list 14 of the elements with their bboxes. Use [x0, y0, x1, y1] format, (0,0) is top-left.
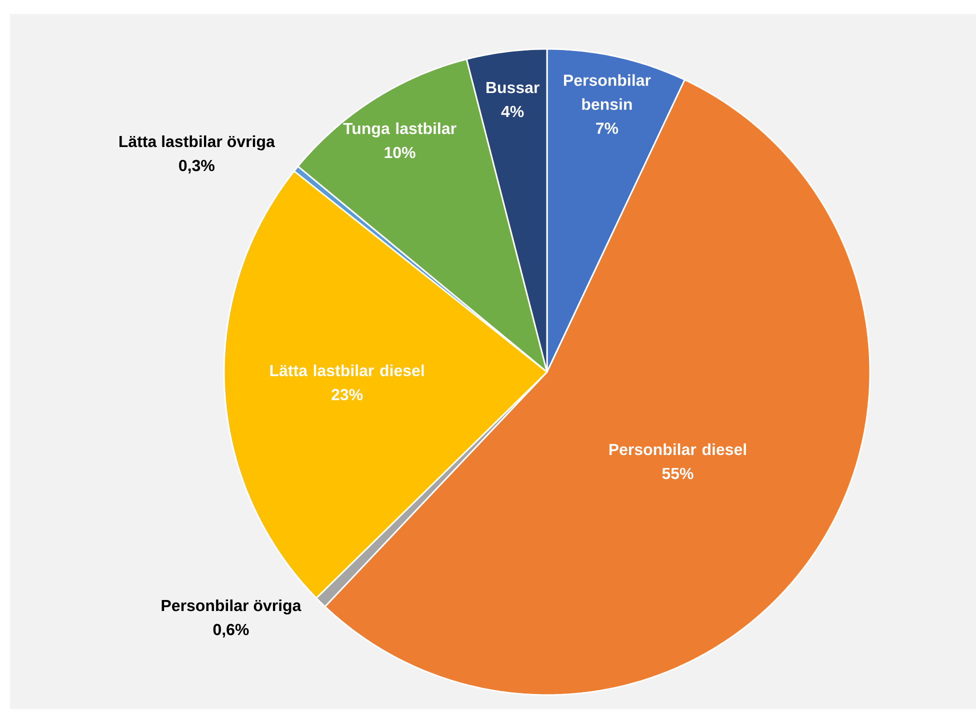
- data-label: 0,3%: [179, 160, 214, 174]
- data-label: 4%: [501, 106, 524, 118]
- data-label: 55%: [662, 468, 694, 480]
- slice-label: Tunga lastbilar: [343, 122, 456, 138]
- data-label: 7%: [596, 122, 618, 134]
- slice-label: Bussar: [486, 82, 540, 94]
- data-label: 0,6%: [213, 624, 249, 638]
- data-label: 23%: [332, 388, 363, 400]
- slice-label: Personbilar bensin: [564, 74, 651, 110]
- slice-label: Personbilar övriga: [162, 599, 302, 614]
- slice-label: Lätta lastbilar övriga: [119, 135, 276, 150]
- data-label: 10%: [384, 146, 416, 158]
- slice-label: Personbilar diesel: [609, 443, 746, 456]
- slice-label: Lätta lastbilar diesel: [270, 364, 424, 376]
